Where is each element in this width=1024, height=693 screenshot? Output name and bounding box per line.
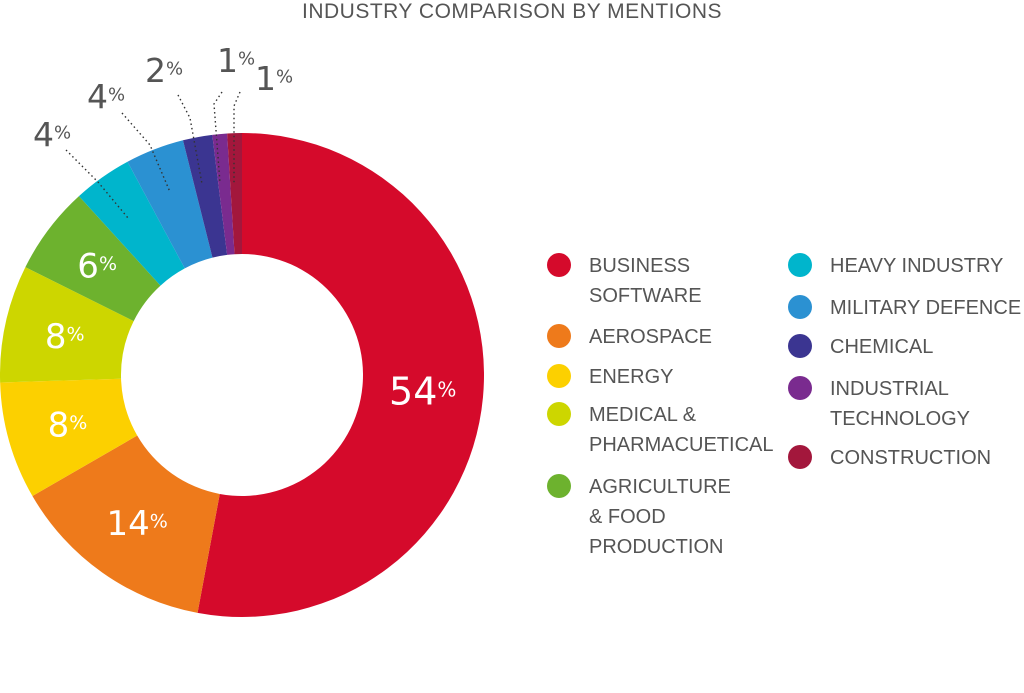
outside-label-military-defence: 4% — [87, 77, 125, 116]
slice-chemical — [182, 134, 228, 258]
legend-label: CHEMICAL — [830, 336, 933, 358]
slice-label-business-software: 54% — [389, 370, 456, 414]
legend-label: AGRICULTURE & FOOD PRODUCTION — [589, 476, 731, 558]
legend-item-medical-pharmacuetical: MEDICAL & PHARMACUETICAL — [547, 402, 773, 456]
legend-swatch — [788, 445, 812, 469]
slice-agriculture-food-production — [25, 196, 161, 322]
legend-swatch — [788, 376, 812, 400]
slice-industrial-technology — [212, 133, 235, 255]
legend-label: CONSTRUCTION — [830, 447, 991, 469]
slice-military-defence — [127, 140, 213, 269]
legend-item-aerospace: AEROSPACE — [547, 324, 712, 348]
chart-title: INDUSTRY COMPARISON BY MENTIONS — [302, 0, 722, 23]
outside-label-heavy-industry: 4% — [33, 115, 71, 154]
slice-medical-pharmacuetical — [0, 267, 134, 383]
slice-business-software — [197, 133, 484, 617]
legend-swatch — [547, 253, 571, 277]
legend-swatch — [788, 253, 812, 277]
slice-label-aerospace: 14% — [106, 504, 167, 544]
legend-swatch — [547, 402, 571, 426]
legend-label: BUSINESS SOFTWARE — [589, 255, 702, 307]
outside-label-industrial-technology: 1% — [217, 41, 255, 80]
legend-swatch — [547, 324, 571, 348]
legend-label: INDUSTRIAL TECHNOLOGY — [830, 378, 970, 430]
leader-line-construction — [233, 91, 241, 183]
legend-label: AEROSPACE — [589, 326, 712, 348]
legend-swatch — [788, 334, 812, 358]
legend-item-industrial-technology: INDUSTRIAL TECHNOLOGY — [788, 376, 970, 430]
outside-label-chemical: 2% — [145, 51, 183, 90]
outside-label-construction: 1% — [255, 59, 293, 98]
leader-lines — [65, 91, 241, 219]
legend-item-energy: ENERGY — [547, 364, 673, 388]
legend-label: MILITARY DEFENCE — [830, 297, 1021, 319]
legend-item-business-software: BUSINESS SOFTWARE — [547, 253, 702, 307]
legend-item-agriculture-food-production: AGRICULTURE & FOOD PRODUCTION — [547, 474, 731, 558]
legend-item-construction: CONSTRUCTION — [788, 445, 991, 469]
legend-label: MEDICAL & PHARMACUETICAL — [589, 404, 773, 456]
legend-swatch — [547, 474, 571, 498]
slice-aerospace — [32, 435, 220, 613]
slice-construction — [227, 133, 242, 255]
slice-labels: 54% 14% 8% 8% 6% 4% 4% 2% 1% 1% — [33, 41, 456, 544]
slice-energy — [0, 378, 138, 496]
slice-label-agriculture-food-production: 6% — [77, 247, 117, 287]
legend-label: ENERGY — [589, 366, 673, 388]
leader-line-heavy-industry — [65, 149, 129, 219]
slice-heavy-industry — [78, 161, 185, 286]
legend-swatch — [788, 295, 812, 319]
slice-label-medical-pharmacuetical: 8% — [45, 317, 85, 357]
legend-label: HEAVY INDUSTRY — [830, 255, 1003, 277]
legend-item-chemical: CHEMICAL — [788, 334, 933, 358]
legend-item-heavy-industry: HEAVY INDUSTRY — [788, 253, 1003, 277]
slice-label-energy: 8% — [48, 406, 88, 446]
legend: BUSINESS SOFTWARE AEROSPACE ENERGY MEDICAL &… — [547, 253, 1021, 558]
leader-line-military-defence — [121, 112, 171, 193]
leader-line-industrial-technology — [213, 91, 223, 184]
legend-swatch — [547, 364, 571, 388]
legend-item-military-defence: MILITARY DEFENCE — [788, 295, 1021, 319]
donut-slices — [0, 133, 484, 617]
